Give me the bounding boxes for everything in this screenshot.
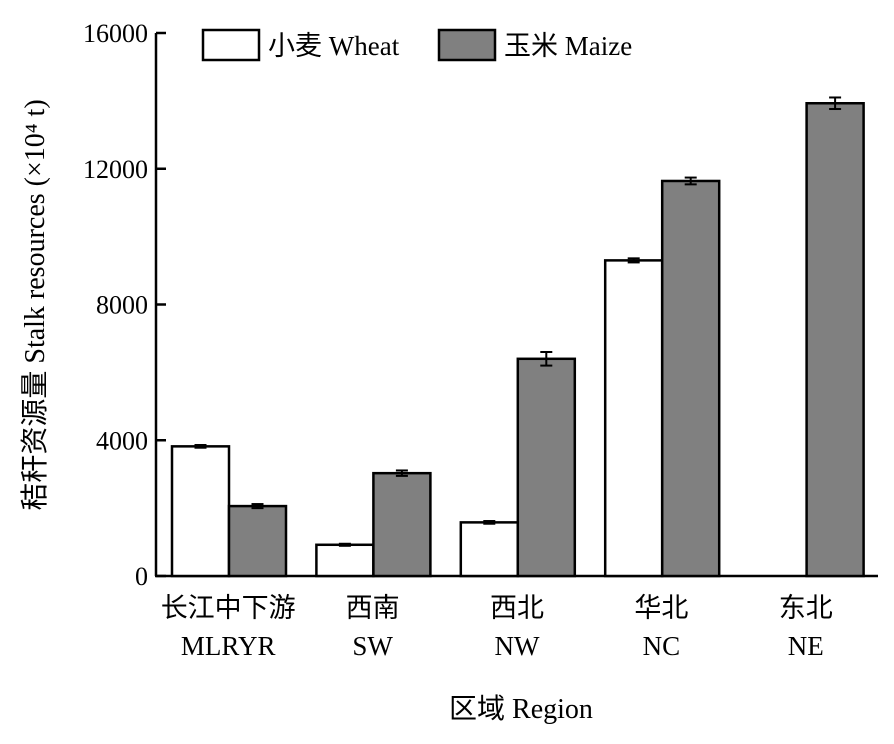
bar-wheat [603,259,664,578]
legend-label-maize: 玉米 Maize [504,31,632,61]
bar-maize [372,471,432,578]
bar-maize [227,504,288,578]
bar-wheat [170,445,231,578]
bar-wheat [315,543,375,578]
x-tick-label-en: NC [643,631,681,661]
x-tick-label-zh: 东北 [779,593,833,623]
bar-wheat [459,521,520,578]
y-tick-label: 0 [135,562,148,591]
bar-maize [805,102,865,578]
x-tick-label-zh: 西南 [346,593,400,623]
legend: 小麦 Wheat 玉米 Maize [201,28,632,62]
x-tick-label-en: SW [352,631,393,661]
y-tick-label: 8000 [96,291,148,320]
bar-maize [516,357,577,578]
x-tick-label-zh: 西北 [490,593,544,623]
x-tick-label-en: NE [788,631,824,661]
plot-area: 0 4000 8000 12000 16000 长江中下游 MLRYR 西南 SW 西北 NW 华北 N… [83,19,878,661]
y-tick-label: 16000 [83,19,148,48]
y-tick-label: 4000 [96,426,148,455]
y-tick-label: 12000 [83,155,148,184]
y-axis-title: 秸秆资源量 Stalk resources (×10⁴ t) [19,99,51,510]
x-tick-label-zh: 华北 [634,593,688,623]
x-tick-label-en: NW [495,631,540,661]
legend-label-wheat: 小麦 Wheat [268,31,400,61]
bar-maize [660,179,721,578]
x-tick-label-en: MLRYR [181,631,276,661]
legend-swatch-maize [437,28,497,62]
x-axis-title: 区域 Region [449,693,593,725]
legend-swatch-wheat [201,28,261,62]
x-tick-label-zh: 长江中下游 [161,593,296,623]
